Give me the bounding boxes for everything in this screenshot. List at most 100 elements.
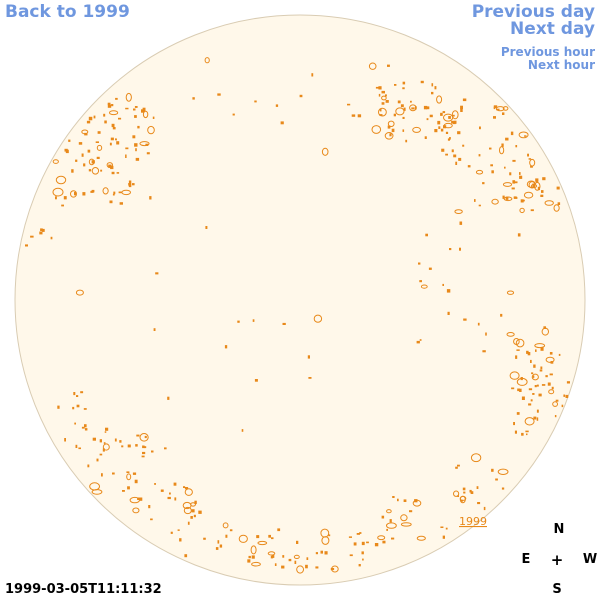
magnetic-feature [521, 396, 525, 400]
magnetic-feature [92, 437, 96, 441]
magnetic-feature [254, 100, 257, 103]
compass-east: E [521, 552, 531, 567]
magnetic-feature [381, 515, 385, 519]
magnetic-feature [119, 440, 122, 443]
magnetic-feature [348, 536, 352, 538]
magnetic-feature [137, 125, 140, 129]
magnetic-feature [453, 490, 460, 497]
magnetic-feature [361, 551, 364, 555]
magnetic-feature [87, 149, 91, 153]
magnetic-feature [109, 200, 113, 204]
magnetic-feature [184, 487, 189, 490]
magnetic-feature [126, 473, 132, 481]
magnetic-feature [392, 496, 395, 498]
magnetic-feature [470, 491, 474, 494]
magnetic-feature [39, 231, 43, 235]
magnetic-feature [174, 497, 177, 501]
magnetic-feature [530, 359, 532, 363]
magnetic-feature [139, 433, 149, 442]
magnetic-feature [478, 204, 481, 207]
magnetic-feature [152, 116, 155, 119]
previous-hour-link[interactable]: Previous hour [500, 45, 595, 59]
year-link[interactable]: 1999 [459, 515, 487, 528]
magnetic-feature [541, 384, 546, 386]
magnetic-features [25, 57, 570, 574]
magnetic-feature [251, 555, 255, 559]
magnetic-feature [527, 153, 529, 157]
magnetic-feature [225, 534, 228, 538]
magnetic-feature [80, 391, 84, 394]
back-to-year-link[interactable]: Back to 1999 [5, 2, 130, 22]
magnetic-feature [458, 157, 462, 161]
magnetic-feature [356, 533, 360, 535]
magnetic-feature [400, 522, 412, 527]
magnetic-feature [402, 87, 405, 90]
magnetic-feature [541, 327, 549, 336]
magnetic-feature [536, 417, 539, 421]
magnetic-feature [184, 554, 188, 558]
magnetic-feature [121, 189, 131, 196]
magnetic-feature [257, 540, 268, 546]
magnetic-feature [460, 108, 463, 112]
magnetic-feature [539, 369, 543, 372]
magnetic-feature [442, 535, 445, 539]
magnetic-feature [379, 108, 382, 112]
magnetic-feature [362, 558, 364, 561]
magnetic-feature [454, 209, 463, 215]
magnetic-feature [378, 86, 382, 90]
magnetic-feature [81, 426, 85, 429]
magnetic-feature [99, 453, 103, 456]
magnetic-feature [565, 394, 569, 398]
magnetic-feature [531, 372, 534, 375]
magnetic-feature [536, 384, 539, 387]
magnetic-feature [512, 159, 516, 162]
magnetic-feature [431, 83, 434, 87]
next-hour-link[interactable]: Next hour [527, 58, 595, 72]
magnetic-feature [107, 104, 112, 108]
compass-south: S [552, 582, 562, 597]
magnetic-feature [536, 409, 539, 413]
magnetic-feature [513, 196, 518, 199]
magnetic-feature [147, 125, 155, 135]
magnetic-feature [467, 165, 471, 168]
magnetic-feature [97, 131, 101, 134]
magnetic-feature [504, 166, 506, 169]
magnetic-feature [411, 107, 415, 110]
magnetic-feature [151, 450, 154, 453]
magnetic-feature [416, 535, 426, 541]
magnetic-feature [530, 209, 534, 212]
magnetic-feature [88, 116, 93, 121]
magnetic-feature [385, 94, 387, 97]
magnetic-feature [460, 105, 463, 110]
magnetic-feature [256, 535, 260, 539]
magnetic-feature [330, 568, 335, 571]
magnetic-feature [459, 247, 461, 251]
magnetic-feature [469, 489, 472, 493]
magnetic-feature [250, 545, 257, 555]
magnetic-feature [375, 86, 379, 89]
magnetic-feature [281, 565, 285, 569]
previous-day-link[interactable]: Previous day [471, 2, 595, 22]
magnetic-feature [515, 355, 518, 359]
compass-west: W [582, 552, 598, 567]
magnetic-feature [139, 141, 150, 147]
magnetic-feature [111, 171, 115, 175]
magnetic-feature [148, 505, 151, 509]
magnetic-feature [519, 207, 525, 214]
magnetic-feature [477, 322, 480, 326]
magnetic-feature [109, 110, 119, 116]
magnetic-feature [451, 120, 453, 124]
magnetic-feature [313, 314, 323, 323]
magnetic-feature [132, 472, 137, 475]
magnetic-feature [419, 280, 422, 283]
next-day-link[interactable]: Next day [510, 19, 595, 39]
magnetic-feature [160, 489, 164, 492]
magnetic-feature [491, 198, 499, 205]
magnetic-feature [90, 190, 94, 193]
magnetic-feature [118, 191, 122, 194]
magnetic-feature [347, 103, 351, 106]
magnetic-feature [514, 430, 517, 434]
magnetic-feature [139, 497, 143, 501]
magnetic-feature [437, 120, 441, 125]
magnetic-feature [455, 466, 458, 469]
